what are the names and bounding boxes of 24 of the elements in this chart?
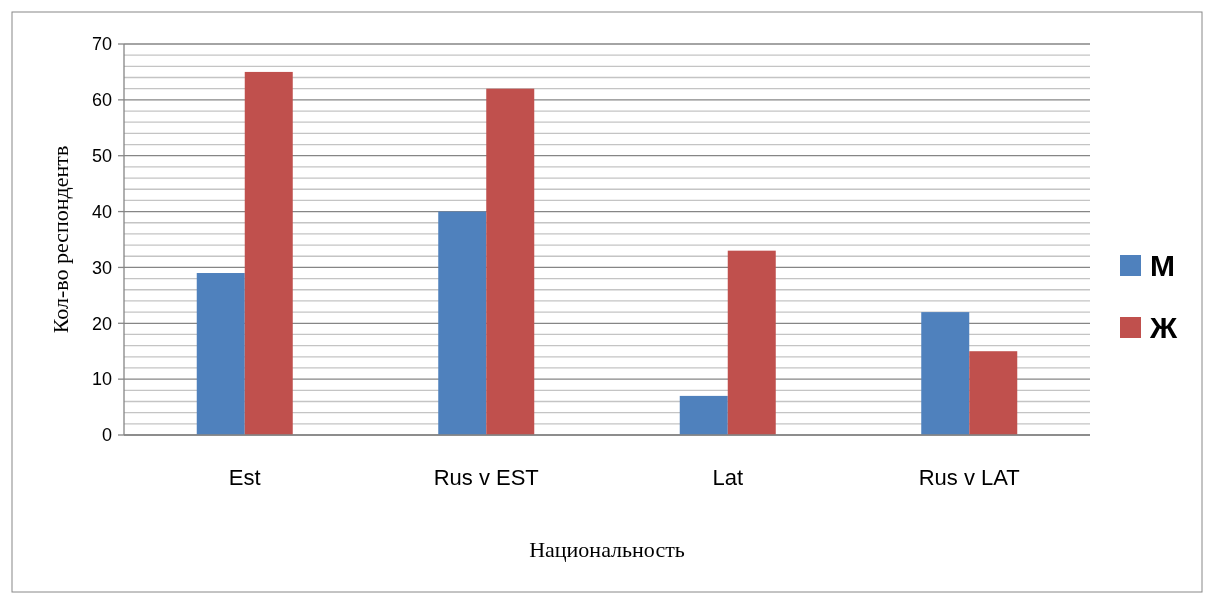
y-tick-label: 20 xyxy=(91,313,112,334)
y-tick-label: 60 xyxy=(91,90,112,111)
bar xyxy=(486,88,535,435)
legend-label: М xyxy=(1150,248,1175,282)
bar xyxy=(727,250,776,435)
bar xyxy=(196,273,245,435)
bar xyxy=(921,312,970,435)
y-tick-label: 30 xyxy=(91,257,112,278)
x-tick-label: Rus v LAT xyxy=(918,465,1020,490)
y-axis-title: Кол-во респондентв xyxy=(48,145,73,334)
bar xyxy=(969,351,1018,435)
y-tick-label: 40 xyxy=(91,201,112,222)
bar xyxy=(679,395,728,435)
x-tick-label: Lat xyxy=(712,465,744,490)
y-tick-label: 70 xyxy=(91,34,112,55)
y-tick-label: 50 xyxy=(91,146,112,167)
x-tick-label: Rus v EST xyxy=(433,465,539,490)
bar xyxy=(244,71,293,435)
legend-label: Ж xyxy=(1149,310,1178,344)
y-tick-label: 0 xyxy=(101,425,112,446)
y-tick-label: 10 xyxy=(91,369,112,390)
x-tick-label: Est xyxy=(228,465,261,490)
x-axis-title: Национальность xyxy=(529,537,685,562)
bar xyxy=(438,211,487,435)
